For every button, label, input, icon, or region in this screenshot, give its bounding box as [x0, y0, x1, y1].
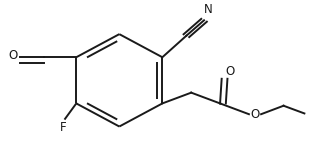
Text: O: O [251, 108, 260, 121]
Text: O: O [226, 65, 235, 78]
Text: N: N [204, 3, 213, 16]
Text: F: F [60, 121, 67, 134]
Text: O: O [8, 49, 18, 62]
